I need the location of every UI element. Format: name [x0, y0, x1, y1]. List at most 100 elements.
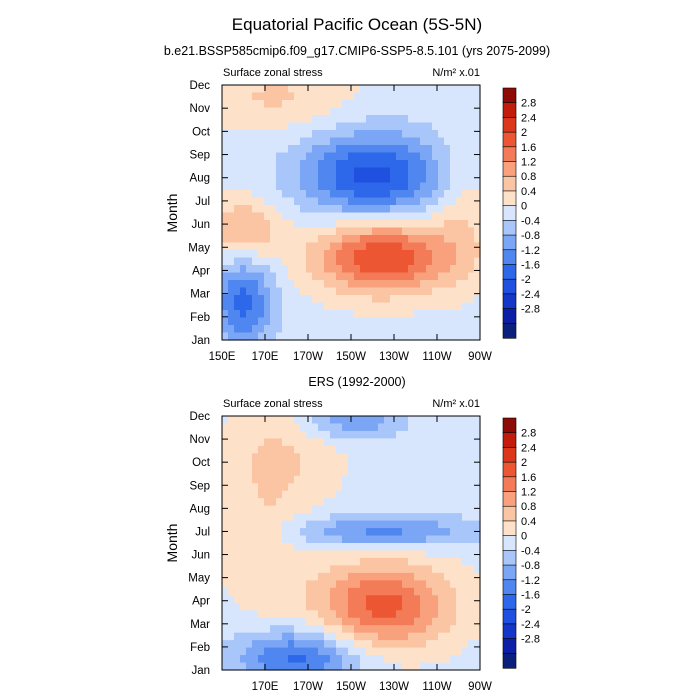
heatmap-cell: [288, 550, 295, 559]
heatmap-cell: [474, 535, 481, 544]
heatmap-cell: [318, 265, 325, 274]
heatmap-cell: [258, 122, 265, 131]
heatmap-cell: [456, 190, 463, 199]
colorbar-swatch: [502, 264, 517, 280]
heatmap-cell: [312, 505, 319, 514]
heatmap-cell: [324, 543, 331, 552]
heatmap-cell: [306, 430, 313, 440]
heatmap-cell: [234, 460, 241, 469]
heatmap-cell: [420, 498, 427, 507]
heatmap-cell: [390, 212, 397, 221]
heatmap-cell: [270, 272, 277, 281]
heatmap-cell: [426, 257, 433, 266]
heatmap-cell: [474, 528, 481, 537]
heatmap-cell: [414, 325, 421, 334]
heatmap-cell: [270, 160, 277, 169]
heatmap-cell: [468, 475, 475, 484]
heatmap-cell: [318, 85, 325, 94]
heatmap-cell: [378, 182, 385, 191]
heatmap-cell: [234, 152, 241, 161]
heatmap-cell: [444, 625, 451, 634]
heatmap-cell: [420, 528, 427, 537]
heatmap-cell: [282, 85, 289, 94]
heatmap-cell: [420, 423, 427, 432]
heatmap-cell: [366, 325, 373, 334]
heatmap-cell: [408, 280, 415, 289]
heatmap-cell: [294, 100, 301, 109]
heatmap-cell: [282, 647, 289, 656]
heatmap-cell: [402, 572, 409, 581]
heatmap-cell: [342, 280, 349, 289]
heatmap-cell: [342, 550, 349, 559]
heatmap-cell: [234, 167, 241, 176]
heatmap-cell: [360, 423, 367, 432]
heatmap-cell: [300, 445, 307, 454]
heatmap-cell: [462, 287, 469, 296]
heatmap-cell: [306, 92, 313, 101]
heatmap-cell: [324, 513, 331, 522]
heatmap-cell: [264, 250, 271, 259]
heatmap-cell: [282, 160, 289, 169]
heatmap-cell: [342, 528, 349, 537]
heatmap-cell: [420, 175, 427, 184]
heatmap-cell: [318, 640, 325, 649]
heatmap-cell: [396, 242, 403, 251]
heatmap-cell: [468, 587, 475, 596]
heatmap-cell: [408, 557, 415, 567]
heatmap-cell: [408, 602, 415, 611]
heatmap-cell: [324, 550, 331, 559]
heatmap-cell: [342, 115, 349, 124]
heatmap-cell: [468, 250, 475, 259]
heatmap-cell: [414, 310, 421, 319]
heatmap-cell: [228, 295, 235, 304]
heatmap-cell: [408, 175, 415, 184]
heatmap-cell: [282, 107, 289, 116]
heatmap-cell: [348, 655, 355, 664]
heatmap-cell: [462, 265, 469, 274]
heatmap-cell: [408, 92, 415, 101]
heatmap-cell: [258, 543, 265, 552]
heatmap-cell: [234, 107, 241, 116]
heatmap-cell: [438, 227, 445, 236]
heatmap-cell: [222, 175, 229, 184]
heatmap-cell: [276, 453, 283, 462]
heatmap-cell: [474, 617, 481, 626]
heatmap-cell: [222, 543, 229, 552]
heatmap-cell: [228, 332, 235, 341]
heatmap-cell: [432, 610, 439, 619]
heatmap-cell: [348, 205, 355, 214]
heatmap-cell: [432, 220, 439, 229]
heatmap-cell: [312, 197, 319, 206]
heatmap-cell: [462, 468, 469, 477]
heatmap-cell: [420, 460, 427, 469]
heatmap-cell: [456, 152, 463, 161]
heatmap-cell: [276, 160, 283, 169]
heatmap-cell: [288, 572, 295, 581]
heatmap-cell: [426, 587, 433, 596]
heatmap-cell: [336, 182, 343, 191]
heatmap-cell: [264, 647, 271, 656]
heatmap-cell: [354, 190, 361, 199]
heatmap-cell: [456, 227, 463, 236]
heatmap-cell: [282, 175, 289, 184]
heatmap-cell: [312, 543, 319, 552]
heatmap-cell: [378, 122, 385, 131]
heatmap-cell: [330, 543, 337, 552]
heatmap-cell: [240, 205, 247, 214]
heatmap-cell: [264, 175, 271, 184]
heatmap-cell: [396, 468, 403, 477]
heatmap-cell: [330, 416, 337, 425]
heatmap-cell: [384, 160, 391, 169]
heatmap-cell: [438, 122, 445, 131]
heatmap-cell: [330, 535, 337, 544]
heatmap-cell: [300, 295, 307, 304]
heatmap-cell: [312, 662, 319, 671]
heatmap-cell: [222, 513, 229, 522]
heatmap-cell: [228, 250, 235, 259]
heatmap-cell: [288, 295, 295, 304]
heatmap-cell: [354, 557, 361, 567]
heatmap-cell: [360, 528, 367, 537]
heatmap-cell: [402, 423, 409, 432]
heatmap-cell: [252, 572, 259, 581]
heatmap-cell: [450, 302, 457, 311]
